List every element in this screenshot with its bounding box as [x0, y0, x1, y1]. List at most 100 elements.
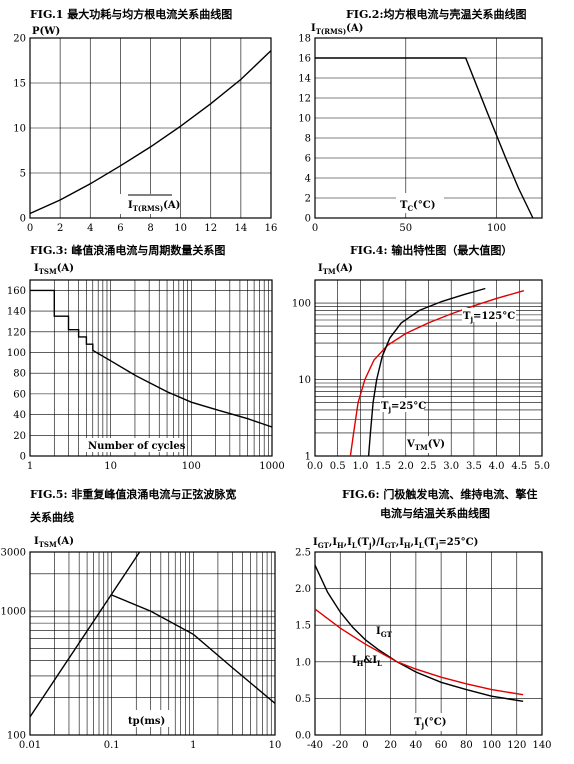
fig1-ytick-label: 15	[13, 79, 26, 90]
fig4-series-1	[367, 287, 486, 457]
fig2-xlabel-bg	[396, 193, 444, 213]
fig4-ann2-bg	[380, 398, 424, 412]
fig3-xlabel-bg	[86, 438, 180, 452]
fig4-ann1-bg	[462, 308, 516, 322]
fig4-xtick-label: 3.5	[466, 461, 482, 472]
fig6-ytick-label: 2.5	[295, 548, 311, 559]
fig2-xtick-label: 0	[312, 223, 318, 234]
fig5-frame	[29, 551, 276, 736]
fig4-annotation-25: Tj=25°C	[381, 401, 426, 414]
fig6-annotation-ih-il: IH&IL	[352, 655, 382, 668]
fig3-xtick-label: 1	[27, 461, 33, 472]
fig6-ytick-label: 2.0	[295, 584, 311, 595]
fig6-xlabel: Tj(°C)	[414, 717, 446, 730]
fig4-xtick-label: 0.0	[307, 461, 323, 472]
fig2-ytick-label: 4	[305, 174, 311, 185]
fig4-xlabel-bg	[406, 436, 448, 453]
fig5-title-line1: FIG.5: 非重复峰值浪涌电流与正弦波脉宽	[30, 488, 237, 501]
fig4-xlabel: VTM(V)	[406, 439, 445, 452]
fig3-chart: 1 10 100 1000 0 20 40 60 80 100 120 140 160	[7, 279, 285, 472]
fig6-xtick-label: 120	[507, 740, 526, 751]
fig2-ytick-label: 14	[298, 74, 311, 85]
fig6-xtick-label: -40	[307, 740, 323, 751]
fig6-ylabel: IGT,IH,IL(Tj)/IGT,IH,IL(Tj=25°C)	[313, 537, 478, 550]
fig1-xtick-label: 10	[174, 223, 187, 234]
fig1-xtick-label: 6	[117, 223, 123, 234]
fig2-xtick-label: 50	[399, 223, 412, 234]
fig1-ylabel: P(W)	[32, 26, 60, 37]
fig6-xtick-label: -20	[332, 740, 348, 751]
fig6-xtick-label: 0	[362, 740, 368, 751]
fig3-ytick-label: 80	[13, 369, 26, 380]
fig2-frame	[314, 37, 543, 219]
fig2-ytick-label: 16	[298, 54, 311, 65]
fig3-ytick-label: 20	[13, 431, 26, 442]
fig4-xtick-label: 0.5	[330, 461, 346, 472]
fig5-xtick-label: 0.1	[104, 740, 120, 751]
fig5-ytick-label: 1000	[1, 607, 26, 618]
fig1-xtick-label: 0	[27, 223, 33, 234]
fig5-ylabel: ITSM(A)	[34, 536, 74, 549]
fig5-title-line2: 关系曲线	[30, 511, 74, 524]
fig5-xtick-label: 10	[269, 740, 282, 751]
fig3-ytick-label: 0	[20, 452, 26, 463]
fig5-chart: 0.01 0.1 1 10 100 1000 3000	[1, 548, 282, 752]
fig6-title-line1: FIG.6: 门极触发电流、维持电流、擎住	[342, 488, 538, 501]
fig6-title-line2: 电流与结温关系曲线图	[380, 507, 490, 520]
fig2-ylabel: IT(RMS)(A)	[311, 23, 363, 36]
fig6-chart: -40 -20 0 20 40 60 80 100 120 140 0.0 0.5 1.0 1.5 2.0 2…	[295, 548, 551, 752]
fig6-ytick-label: 1.0	[295, 657, 311, 668]
fig1-ytick-label: 5	[20, 169, 26, 180]
fig4-xtick-label: 1.5	[375, 461, 391, 472]
fig6-xtick-label: 100	[482, 740, 501, 751]
fig3-series-0	[30, 289, 273, 428]
fig6-series-1	[314, 608, 524, 696]
fig5-series-0	[29, 551, 141, 718]
fig4-title: FIG.4: 输出特性图（最大值图）	[350, 244, 513, 257]
fig3-ylabel: ITSM(A)	[34, 263, 74, 276]
fig2-ytick-label: 8	[305, 134, 311, 145]
fig5-ytick-label: 100	[7, 731, 26, 742]
fig2-series-0	[315, 57, 534, 219]
fig6-xtick-label: 40	[410, 740, 423, 751]
fig1-xtick-label: 4	[87, 223, 93, 234]
fig4-series-0	[349, 290, 524, 457]
fig3-ytick-label: 140	[7, 307, 26, 318]
fig3-ytick-label: 40	[13, 410, 26, 421]
fig5-series-1	[111, 594, 276, 704]
fig5-xlabel: tp(ms)	[128, 716, 165, 727]
fig1-title: FIG.1 最大功耗与均方根电流关系曲线图	[30, 8, 233, 21]
fig2-xlabel: TC(°C)	[400, 200, 435, 213]
fig2-title: FIG.2:均方根电流与壳温关系曲线图	[346, 8, 527, 21]
fig6-series-0	[314, 564, 524, 702]
fig6-xlabel-bg	[412, 713, 448, 731]
fig4-ytick-label: 1	[305, 452, 311, 463]
fig1-xtick-label: 12	[204, 223, 217, 234]
fig5-ytick-label: 3000	[1, 548, 26, 559]
fig6-xtick-label: 140	[532, 740, 551, 751]
fig4-annotation-125: Tj=125°C	[463, 311, 515, 324]
fig2-ytick-label: 18	[298, 34, 311, 45]
fig3-ytick-label: 160	[7, 286, 26, 297]
fig4-xtick-label: 5.0	[534, 461, 550, 472]
fig1-frame	[29, 37, 272, 219]
fig1-chart: 0 2 4 6 8 10 12 14 16 0 5 10 15 20	[13, 34, 277, 235]
fig5-xlabel-bg	[126, 710, 170, 727]
fig1-xtick-label: 2	[57, 223, 63, 234]
fig4-frame	[314, 279, 543, 457]
fig2-ytick-label: 2	[305, 194, 311, 205]
fig4-xtick-label: 4.5	[511, 461, 527, 472]
fig1-series-0	[29, 50, 272, 215]
fig1-xlabel: IT(RMS)(A)	[128, 200, 180, 213]
fig1-ytick-label: 20	[13, 34, 26, 45]
fig2-ytick-label: 0	[305, 214, 311, 225]
fig3-xtick-label: 10	[104, 461, 117, 472]
fig2-xtick-label: 100	[487, 223, 506, 234]
fig5-xtick-label: 1	[190, 740, 196, 751]
fig1-ytick-label: 0	[20, 214, 26, 225]
fig6-xtick-label: 20	[384, 740, 397, 751]
fig4-xtick-label: 2.0	[398, 461, 414, 472]
fig3-xlabel: Number of cycles	[88, 441, 186, 452]
fig2-ytick-label: 12	[298, 94, 311, 105]
